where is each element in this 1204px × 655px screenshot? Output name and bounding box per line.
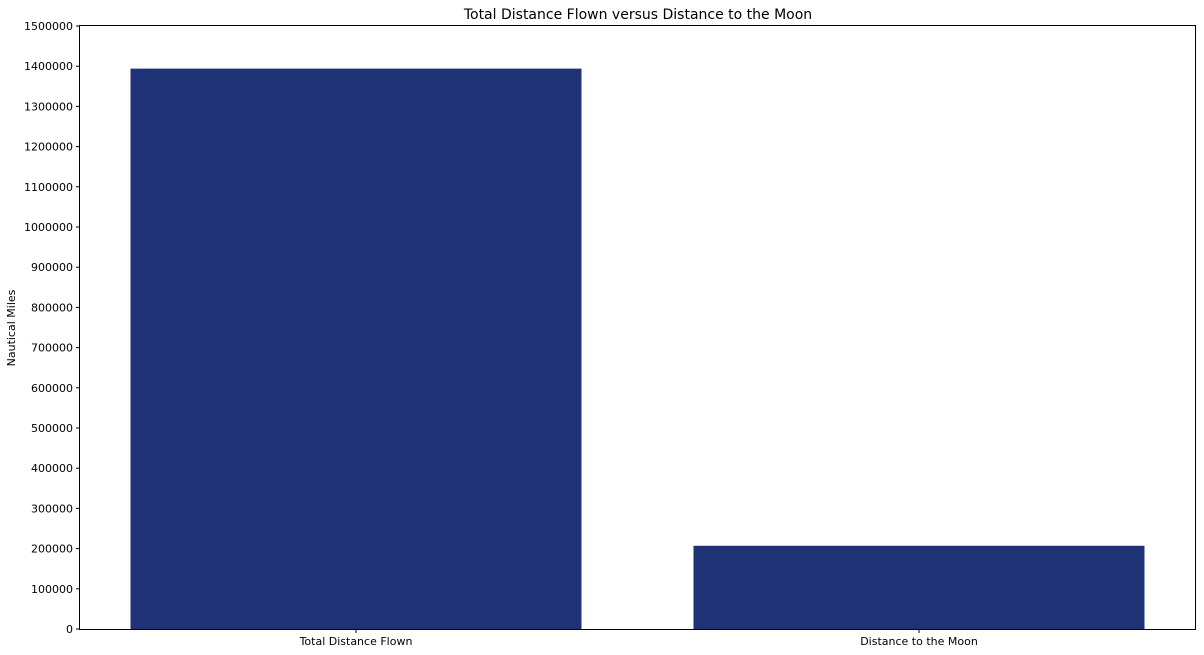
y-tick-label: 1000000 [24,221,73,234]
y-tick-label: 0 [66,623,73,636]
y-tick-label: 1500000 [24,20,73,33]
x-tick-label: Distance to the Moon [860,635,978,648]
y-tick-label: 1300000 [24,100,73,113]
y-tick-label: 700000 [31,342,73,355]
y-tick-label: 600000 [31,382,73,395]
plot-frame [79,25,1196,630]
y-tick-label: 800000 [31,301,73,314]
y-tick-label: 1100000 [24,181,73,194]
y-axis-ticks: 0 100000 200000 300000 400000 500000 600000 700… [24,20,80,636]
x-axis-ticks: Total Distance Flown Distance to the Moon [299,629,978,648]
bars-group [130,68,1145,629]
y-tick-label: 200000 [31,543,73,556]
y-tick-label: 400000 [31,462,73,475]
chart-title: Total Distance Flown versus Distance to … [463,7,812,23]
y-tick-label: 1200000 [24,141,73,154]
y-tick-label: 1400000 [24,60,73,73]
bar [130,68,582,629]
y-tick-label: 100000 [31,583,73,596]
y-axis-label: Nautical Miles [5,289,18,366]
x-tick-label: Total Distance Flown [299,635,413,648]
y-tick-label: 500000 [31,422,73,435]
y-tick-label: 300000 [31,502,73,515]
y-tick-label: 900000 [31,261,73,274]
bar [693,545,1145,629]
